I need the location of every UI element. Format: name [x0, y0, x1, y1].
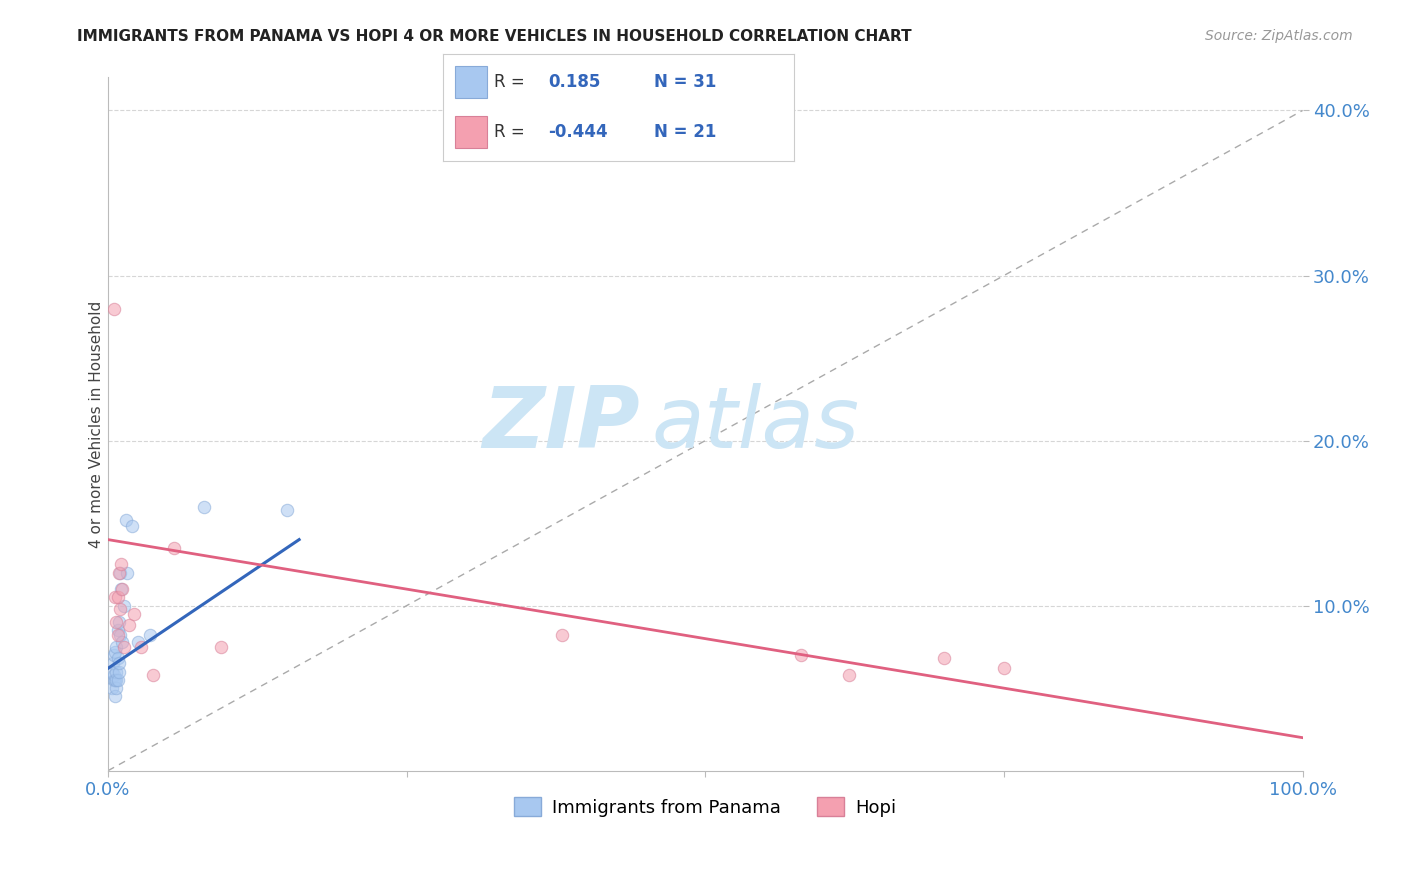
Point — [934, 651, 956, 665]
Point — [111, 582, 134, 596]
Point — [101, 657, 124, 671]
Point — [115, 513, 138, 527]
Point — [112, 599, 135, 613]
Point — [993, 661, 1015, 675]
Point — [100, 665, 122, 679]
Point — [838, 668, 860, 682]
Point — [127, 635, 149, 649]
Point — [104, 591, 127, 605]
Point — [108, 628, 131, 642]
Point — [118, 618, 141, 632]
Point — [104, 673, 127, 687]
Text: R =: R = — [494, 73, 524, 91]
Point — [193, 500, 215, 514]
Text: ZIP: ZIP — [482, 383, 640, 466]
Point — [107, 665, 129, 679]
Point — [105, 681, 128, 695]
Point — [790, 648, 813, 662]
Point — [104, 645, 127, 659]
Point — [105, 640, 128, 654]
FancyBboxPatch shape — [456, 116, 486, 148]
Point — [103, 673, 125, 687]
Legend: Immigrants from Panama, Hopi: Immigrants from Panama, Hopi — [508, 790, 904, 824]
Point — [105, 673, 128, 687]
Point — [131, 640, 153, 654]
Text: N = 31: N = 31 — [654, 73, 716, 91]
Text: N = 21: N = 21 — [654, 123, 716, 141]
Point — [121, 519, 143, 533]
Point — [122, 607, 145, 621]
Point — [107, 657, 129, 671]
Text: 0.185: 0.185 — [548, 73, 600, 91]
Point — [105, 615, 128, 629]
Point — [112, 640, 135, 654]
Point — [107, 651, 129, 665]
Point — [107, 624, 129, 638]
Point — [104, 690, 127, 704]
Text: -0.444: -0.444 — [548, 123, 607, 141]
Text: Source: ZipAtlas.com: Source: ZipAtlas.com — [1205, 29, 1353, 44]
Point — [105, 665, 128, 679]
Text: IMMIGRANTS FROM PANAMA VS HOPI 4 OR MORE VEHICLES IN HOUSEHOLD CORRELATION CHART: IMMIGRANTS FROM PANAMA VS HOPI 4 OR MORE… — [77, 29, 912, 45]
Point — [103, 648, 125, 662]
Y-axis label: 4 or more Vehicles in Household: 4 or more Vehicles in Household — [90, 301, 104, 548]
Text: R =: R = — [494, 123, 524, 141]
Point — [107, 591, 129, 605]
Point — [111, 635, 134, 649]
Point — [107, 673, 129, 687]
Point — [107, 615, 129, 629]
Point — [276, 503, 298, 517]
Point — [551, 628, 574, 642]
Point — [103, 301, 125, 316]
Point — [103, 668, 125, 682]
Point — [107, 628, 129, 642]
Point — [110, 558, 132, 572]
Point — [108, 602, 131, 616]
Text: atlas: atlas — [651, 383, 859, 466]
Point — [115, 566, 138, 580]
FancyBboxPatch shape — [456, 66, 486, 98]
Point — [139, 628, 162, 642]
Point — [163, 541, 186, 555]
Point — [100, 681, 122, 695]
Point — [110, 582, 132, 596]
Point — [211, 640, 233, 654]
Point — [142, 668, 165, 682]
Point — [107, 566, 129, 580]
Point — [108, 566, 131, 580]
